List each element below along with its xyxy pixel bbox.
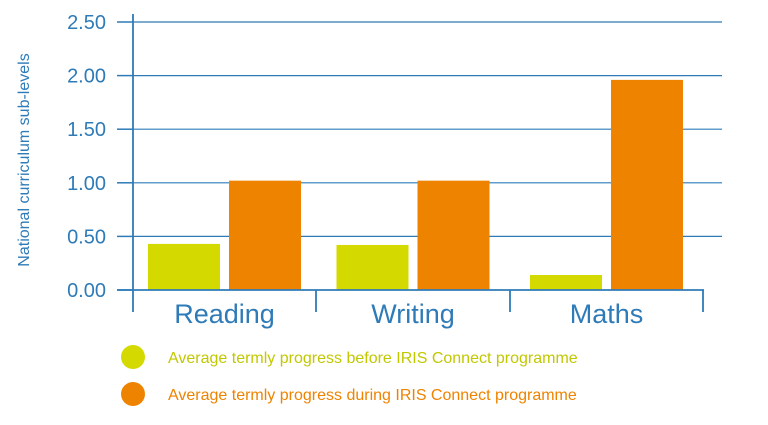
legend-label-2: Average termly progress during IRIS Conn… — [168, 387, 577, 404]
bar-maths-series-2 — [611, 79, 683, 290]
bar-reading-series-1 — [148, 243, 220, 290]
y-tick-label: 2.00 — [67, 66, 106, 88]
y-tick-label: 0.50 — [67, 226, 106, 248]
category-label-writing: Writing — [371, 299, 455, 329]
category-labels: Reading Writing Maths — [174, 299, 643, 329]
legend-label-1: Average termly progress before IRIS Conn… — [168, 350, 578, 367]
y-tick-label: 0.00 — [67, 280, 106, 302]
y-tick-label: 2.50 — [67, 12, 106, 34]
legend-swatch-2 — [121, 382, 145, 406]
bars — [148, 79, 683, 290]
y-axis-label: National curriculum sub-levels — [16, 53, 33, 266]
y-tick-label: 1.50 — [67, 119, 106, 141]
category-label-reading: Reading — [174, 299, 275, 329]
legend: Average termly progress before IRIS Conn… — [121, 345, 578, 406]
legend-swatch-1 — [121, 345, 145, 369]
bar-writing-series-2 — [417, 180, 490, 290]
axes — [117, 14, 704, 312]
bar-maths-series-1 — [530, 274, 602, 290]
y-tick-label: 1.00 — [67, 173, 106, 195]
bar-reading-series-2 — [229, 180, 301, 290]
bar-writing-series-1 — [336, 244, 409, 290]
y-tick-labels: 0.00 0.50 1.00 1.50 2.00 2.50 — [67, 12, 106, 302]
category-label-maths: Maths — [570, 299, 644, 329]
